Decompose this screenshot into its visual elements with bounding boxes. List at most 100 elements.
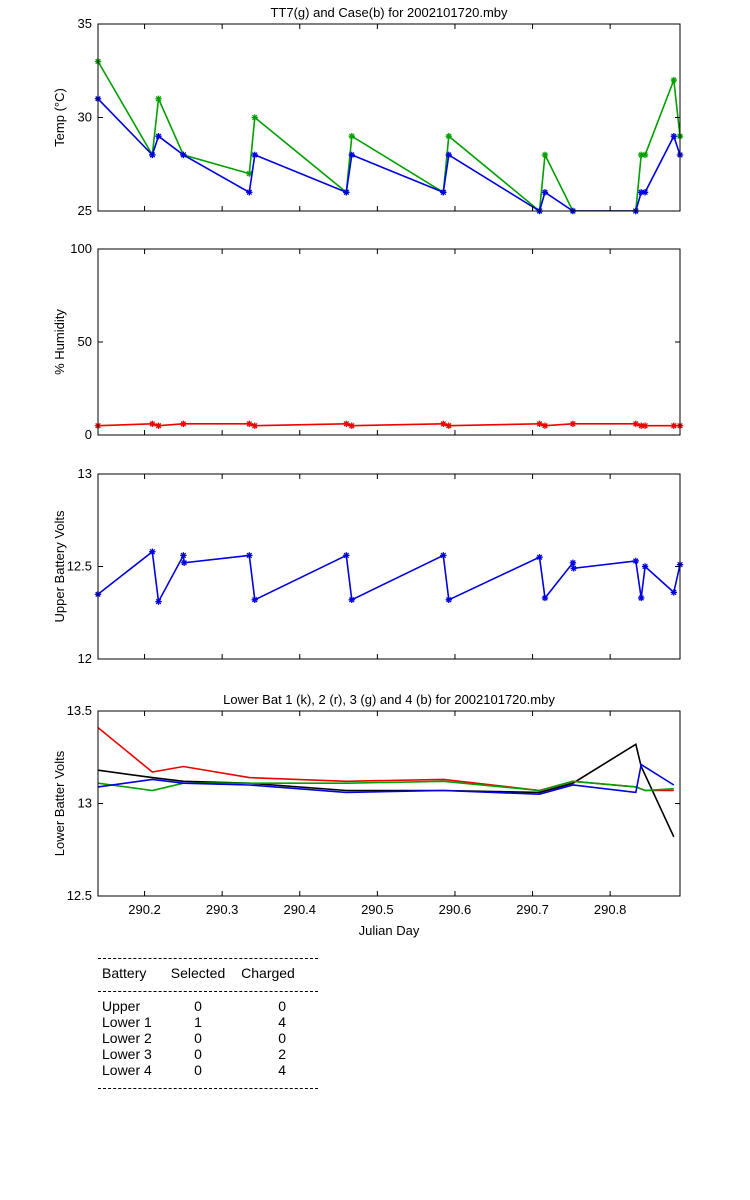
data-point-marker: [440, 552, 447, 559]
data-point-marker: [251, 422, 258, 429]
x-tick-label: 290.4: [283, 902, 316, 917]
cell-battery: Lower 4: [102, 1062, 152, 1078]
data-point-marker: [541, 151, 549, 159]
cell-charged: 0: [278, 1030, 286, 1046]
x-tick-label: 290.8: [594, 902, 627, 917]
table-row: Lower 3 0 2: [98, 1046, 318, 1062]
data-point-marker: [251, 114, 258, 121]
y-tick-label: 0: [85, 427, 92, 442]
cell-battery: Lower 1: [102, 1014, 152, 1030]
y-axis-label: Temp (°C): [52, 88, 67, 147]
plot-frame: [97, 710, 681, 897]
marker-stroke: [445, 597, 452, 603]
data-point-marker: [246, 552, 253, 559]
table-rule-bottom: [98, 1088, 318, 1089]
marker-stroke: [149, 421, 156, 427]
data-point-marker: [570, 565, 577, 572]
data-point-marker: [541, 594, 549, 602]
data-point-marker: [536, 420, 543, 428]
data-point-marker: [180, 420, 187, 428]
data-point-marker: [180, 151, 187, 159]
marker-stroke: [671, 589, 677, 596]
y-tick-label: 13: [78, 466, 92, 481]
data-point-marker: [348, 596, 355, 603]
battery-table: Battery Selected Charged Upper 0 0 Lower…: [98, 958, 318, 1089]
data-point-marker: [251, 596, 258, 603]
y-tick-label: 12.5: [67, 559, 92, 574]
data-point-marker: [641, 563, 649, 570]
marker-stroke: [348, 152, 355, 158]
y-tick-label: 13: [78, 796, 92, 811]
y-tick-label: 35: [78, 16, 92, 31]
x-axis-label: Julian Day: [359, 923, 420, 938]
marker-stroke: [536, 421, 543, 427]
marker-stroke: [181, 560, 187, 566]
marker-stroke: [155, 133, 162, 139]
data-point-marker: [445, 422, 452, 429]
data-point-marker: [641, 151, 649, 159]
cell-charged: 4: [278, 1014, 286, 1030]
marker-stroke: [671, 77, 677, 83]
marker-stroke: [440, 552, 447, 559]
marker-stroke: [642, 563, 648, 570]
header-selected: Selected: [170, 965, 226, 981]
plot-frame: [97, 248, 681, 436]
data-point-marker: [155, 133, 162, 140]
marker-stroke: [180, 421, 187, 427]
marker-stroke: [155, 422, 162, 429]
series-line-lower-1: [98, 743, 675, 838]
data-point-marker: [569, 559, 577, 566]
data-point-marker: [638, 594, 645, 602]
marker-stroke: [445, 133, 452, 139]
data-point-marker: [440, 189, 447, 196]
marker-stroke: [536, 554, 543, 561]
y-tick-label: 12: [78, 651, 92, 666]
x-tick-label: 290.6: [439, 902, 472, 917]
cell-charged: 2: [278, 1046, 286, 1062]
x-tick-label: 290.3: [206, 902, 239, 917]
y-axis-label: Upper Battery Volts: [52, 510, 67, 622]
data-point-marker: [149, 420, 156, 428]
marker-stroke: [642, 189, 648, 196]
marker-stroke: [246, 170, 253, 177]
marker-stroke: [246, 421, 253, 427]
marker-stroke: [445, 422, 452, 429]
chart-title: TT7(g) and Case(b) for 2002101720.mby: [270, 5, 508, 20]
data-point-marker: [670, 133, 677, 140]
marker-stroke: [251, 422, 258, 429]
series-line-lower-4: [98, 763, 675, 796]
marker-stroke: [570, 421, 576, 427]
marker-stroke: [542, 189, 548, 196]
marker-stroke: [671, 422, 677, 429]
marker-stroke: [348, 597, 355, 603]
data-point-marker: [670, 589, 677, 596]
marker-stroke: [155, 96, 162, 102]
marker-stroke: [343, 421, 350, 427]
marker-stroke: [633, 558, 639, 564]
x-tick-label: 290.7: [516, 902, 549, 917]
data-point-marker: [149, 151, 156, 159]
data-point-marker: [180, 552, 187, 559]
marker-stroke: [246, 189, 253, 196]
marker-stroke: [542, 595, 548, 601]
cell-battery: Upper: [102, 998, 141, 1014]
marker-stroke: [149, 152, 156, 158]
marker-stroke: [633, 421, 639, 427]
plot-frame: [97, 23, 681, 212]
data-point-marker: [641, 422, 649, 429]
y-tick-label: 13.5: [67, 703, 92, 718]
y-tick-label: 30: [78, 110, 92, 125]
cell-selected: 0: [194, 1030, 202, 1046]
marker-stroke: [251, 114, 258, 121]
x-tick-label: 290.2: [128, 902, 161, 917]
table-row: Upper 0 0: [98, 998, 318, 1014]
data-point-marker: [343, 189, 350, 196]
data-point-marker: [180, 559, 188, 566]
header-charged: Charged: [241, 965, 295, 981]
table-rule-top: [98, 958, 318, 959]
series-line-lower-3: [98, 780, 674, 792]
marker-stroke: [570, 565, 577, 572]
cell-charged: 0: [278, 998, 286, 1014]
marker-stroke: [445, 152, 452, 158]
data-point-marker: [348, 151, 355, 159]
